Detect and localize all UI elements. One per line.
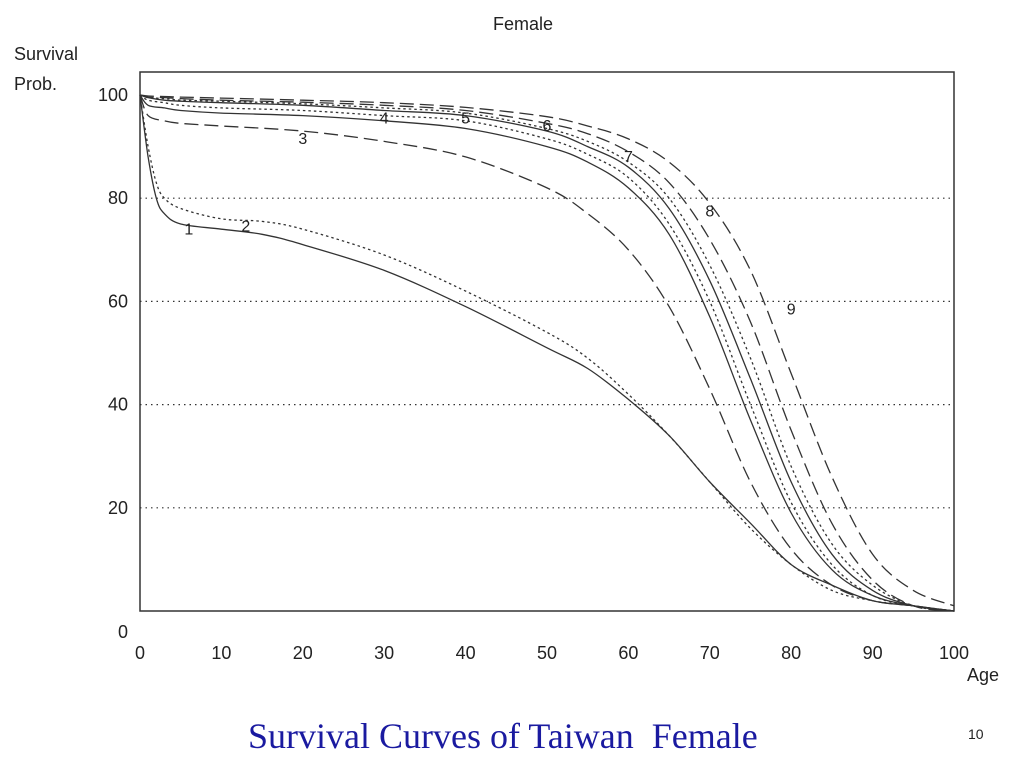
curve-labels: 1 2 3 4 5 6 7 8 9 [184, 110, 795, 318]
chart-title: Female [493, 14, 553, 34]
x-tick-label-80: 80 [781, 643, 801, 663]
x-axis-label: Age [967, 665, 999, 685]
curve-6 [139, 94, 955, 612]
slide-caption: Survival Curves of Taiwan Female [248, 716, 758, 756]
curve-label-8: 8 [705, 203, 714, 220]
axis-ticks: 0 10 20 30 40 50 60 70 80 90 100 0 20 40 60 80 100 [98, 85, 969, 663]
curve-label-5: 5 [461, 110, 470, 127]
curve-8 [139, 94, 955, 612]
y-tick-label-40: 40 [108, 395, 128, 415]
x-tick-label-70: 70 [700, 643, 720, 663]
curve-3 [139, 94, 955, 612]
x-tick-label-30: 30 [374, 643, 394, 663]
curve-2 [139, 94, 955, 612]
x-tick-label-60: 60 [618, 643, 638, 663]
x-tick-label-90: 90 [863, 643, 883, 663]
curve-label-9: 9 [787, 301, 796, 318]
plot-frame [139, 71, 955, 612]
y-tick-label-20: 20 [108, 498, 128, 518]
curve-label-6: 6 [543, 118, 552, 135]
x-tick-label-0: 0 [135, 643, 145, 663]
curve-4 [139, 94, 955, 612]
gridlines [140, 197, 954, 509]
y-axis-label-line1: Survival [14, 44, 78, 64]
x-tick-label-20: 20 [293, 643, 313, 663]
survival-curves [139, 94, 955, 612]
curve-label-3: 3 [298, 131, 307, 148]
curve-label-1: 1 [184, 221, 193, 238]
y-tick-label-0: 0 [118, 622, 128, 642]
curve-7 [139, 94, 955, 612]
curve-5 [139, 94, 955, 612]
curve-1 [139, 94, 955, 612]
y-tick-label-80: 80 [108, 188, 128, 208]
slide-number: 10 [968, 726, 984, 742]
y-tick-label-60: 60 [108, 291, 128, 311]
x-tick-label-40: 40 [456, 643, 476, 663]
x-tick-label-50: 50 [537, 643, 557, 663]
y-axis-label-line2: Prob. [14, 74, 57, 94]
y-tick-label-100: 100 [98, 85, 128, 105]
x-tick-label-10: 10 [211, 643, 231, 663]
curve-label-2: 2 [241, 219, 250, 236]
x-tick-label-100: 100 [939, 643, 969, 663]
curve-9 [139, 94, 955, 607]
curve-label-4: 4 [380, 110, 389, 127]
curve-label-7: 7 [624, 149, 633, 166]
